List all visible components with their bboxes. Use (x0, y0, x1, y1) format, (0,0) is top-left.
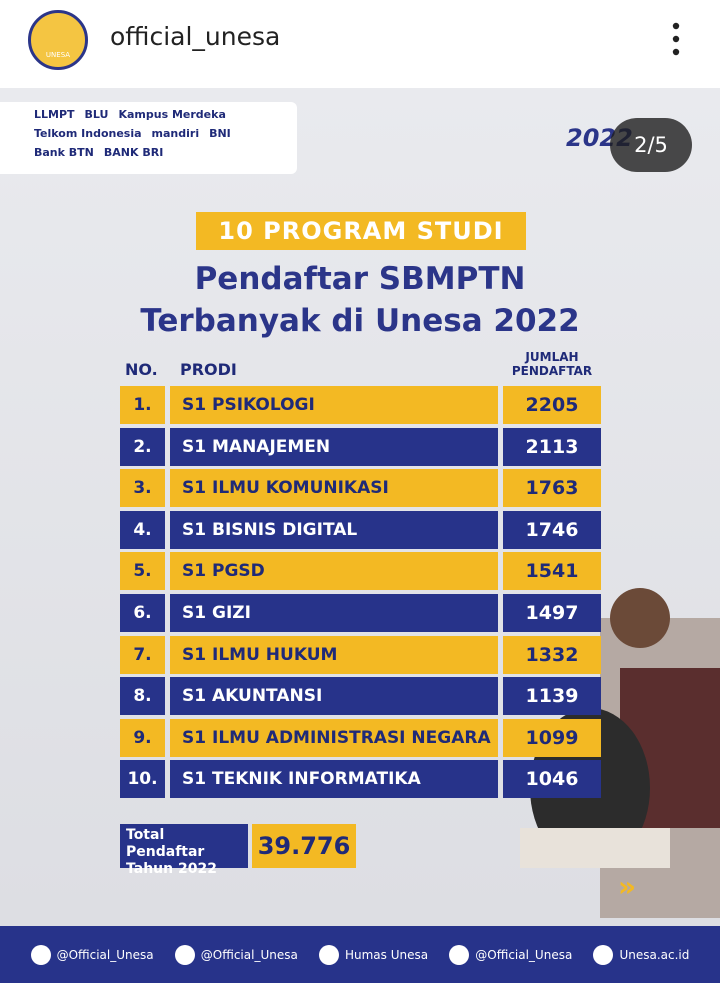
row-prodi: S1 PSIKOLOGI (170, 386, 498, 424)
table: NO. PRODI JUMLAH PENDAFTAR 1. S1 PSIKOLOG… (0, 88, 720, 983)
row-number: 10. (120, 760, 165, 799)
social-handle: Humas Unesa (344, 947, 429, 962)
row-count: 1046 (503, 760, 601, 799)
row-prodi: S1 TEKNIK INFORMATIKA (170, 760, 498, 799)
social-item: @Official_Unesa (449, 944, 573, 965)
row-number: 8. (120, 677, 165, 716)
partner-logo: BANK BRI (103, 146, 164, 159)
social-item: Humas Unesa (318, 944, 429, 965)
social-item: @Official_Unesa (174, 944, 298, 965)
title-line: Terbanyak di Unesa 2022 (140, 303, 580, 339)
avatar[interactable]: UNESA (28, 10, 88, 70)
social-icon (449, 944, 470, 965)
row-prodi: S1 BISNIS DIGITAL (170, 510, 498, 549)
row-count: 1763 (503, 469, 601, 508)
row-count: 1497 (503, 594, 601, 632)
row-count: 1099 (503, 718, 601, 757)
row-count: 1332 (503, 635, 601, 674)
social-item: Unesa.ac.id (593, 944, 690, 965)
social-handle: @Official_Unesa (56, 947, 154, 962)
logos: LLMPT BLU Kampus Merdeka Telkom Indonesia ma… (34, 108, 284, 159)
row-number: 6. (120, 594, 165, 632)
social-handle: Unesa.ac.id (619, 947, 690, 962)
social-icon (174, 944, 195, 965)
row-number: 5. (120, 552, 165, 591)
partner-logo: Kampus Merdeka (118, 108, 226, 121)
row-count: 1746 (503, 510, 601, 549)
social-handle: @Official_Unesa (200, 947, 298, 962)
social-handle: @Official_Unesa (475, 947, 573, 962)
post-header: UNESA official_unesa (0, 0, 720, 88)
partner-logo: Bank BTN (34, 146, 94, 159)
row-number: 9. (120, 718, 165, 757)
row-count: 1541 (503, 552, 601, 591)
row-count: 2113 (503, 427, 601, 466)
social-icon (318, 944, 339, 965)
arrow-deco: » (618, 870, 637, 903)
banner: 10 PROGRAM STUDI (196, 212, 526, 250)
row-prodi: S1 MANAJEMEN (170, 427, 498, 466)
social-item: @Official_Unesa (30, 944, 154, 965)
row-prodi: S1 ILMU HUKUM (170, 635, 498, 674)
total-value: 39.776 (252, 824, 356, 868)
footer: @Official_Unesa @Official_Unesa Humas Unes… (0, 926, 720, 983)
table-header: JUMLAH PENDAFTAR (511, 350, 593, 378)
title-line: Pendaftar SBMPTN (194, 261, 526, 297)
table-header: NO. (125, 360, 158, 379)
post-image: LLMPT BLU Kampus Merdeka Telkom Indonesia ma… (0, 88, 720, 983)
row-prodi: S1 AKUNTANSI (170, 677, 498, 716)
partner-logo: LLMPT (34, 108, 75, 121)
total-label: Total Pendaftar Tahun 2022 (120, 824, 248, 877)
partner-logo: mandiri (151, 127, 200, 140)
row-number: 4. (120, 510, 165, 549)
table-header: PRODI (180, 360, 237, 379)
logo-strip (0, 102, 297, 174)
row-number: 2. (120, 427, 165, 466)
row-number: 3. (120, 469, 165, 508)
row-prodi: S1 GIZI (170, 594, 498, 632)
partner-logo: BNI (209, 127, 231, 140)
social-icon (30, 944, 51, 965)
row-prodi: S1 ILMU ADMINISTRASI NEGARA (170, 718, 498, 757)
row-count: 2205 (503, 386, 601, 424)
partner-logo: BLU (84, 108, 109, 121)
row-prodi: S1 PGSD (170, 552, 498, 591)
more-menu[interactable] (666, 20, 686, 60)
social-icon (593, 944, 614, 965)
title: Pendaftar SBMPTN Terbanyak di Unesa 2022 (0, 258, 720, 342)
row-number: 7. (120, 635, 165, 674)
partner-logo: Telkom Indonesia (34, 127, 142, 140)
username[interactable]: official_unesa (110, 22, 281, 51)
row-prodi: S1 ILMU KOMUNIKASI (170, 469, 498, 508)
row-number: 1. (120, 386, 165, 424)
slide-counter: 2/5 (610, 118, 692, 172)
row-count: 1139 (503, 677, 601, 716)
